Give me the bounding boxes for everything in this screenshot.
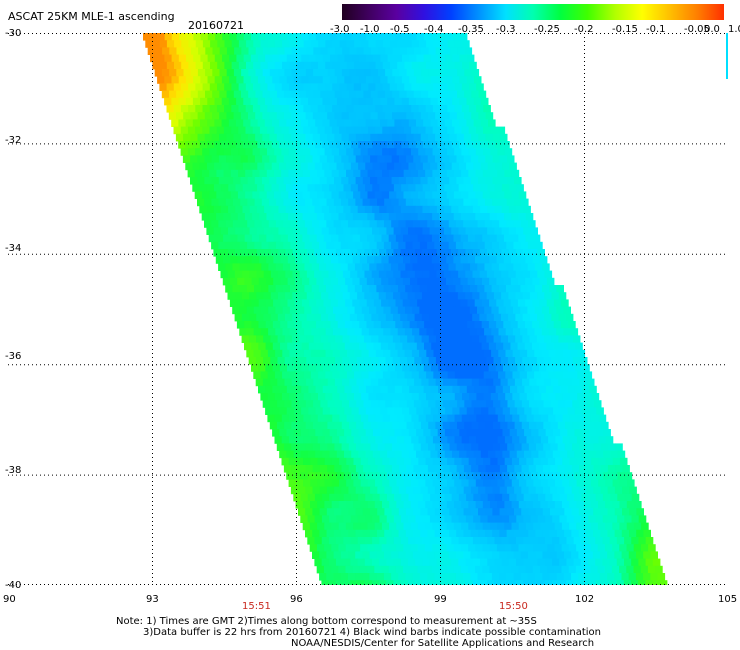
color-scale-tick: -0.2 — [574, 24, 594, 35]
lon-label-93: 93 — [146, 594, 159, 605]
lat-label-30: -30 — [5, 28, 22, 39]
product-date: 20160721 — [188, 19, 244, 32]
color-scale-svg — [342, 4, 724, 20]
lat-label-40: -40 — [5, 580, 22, 591]
color-scale-tick: -0.25 — [534, 24, 560, 35]
swath-cells — [143, 33, 668, 585]
lat-label-38: -38 — [5, 465, 22, 476]
edge-marker — [726, 33, 728, 79]
wind-map — [8, 33, 728, 585]
color-scale-tick: -0.5 — [390, 24, 410, 35]
color-scale-tick: -1.0 — [360, 24, 380, 35]
note-line-3: NOAA/NESDIS/Center for Satellite Applica… — [291, 638, 595, 649]
color-scale-labels: -3.0 -1.0 -0.5 -0.4 -0.35 -0.3 -0.25 -0.2 -0.15-… — [330, 24, 740, 36]
lat-label-32: -32 — [5, 135, 22, 146]
pass-time-1: 15:51 — [242, 601, 271, 612]
lat-label-34: -34 — [5, 243, 22, 254]
color-scale-tick: 1.0 — [728, 24, 740, 35]
color-scale-tick: -3.0 — [330, 24, 350, 35]
lon-label-96: 96 — [290, 594, 303, 605]
lon-label-102: 102 — [575, 594, 595, 605]
color-scale-bar — [342, 4, 724, 20]
lat-label-36: -36 — [5, 351, 22, 362]
note-line-1: Note: 1) Times are GMT 2)Times along bot… — [116, 616, 537, 627]
color-scale-gradient — [342, 4, 724, 20]
note-line-2: 3)Data buffer is 22 hrs from 20160721 4)… — [143, 627, 601, 638]
wind-map-svg — [8, 33, 728, 585]
lon-label-105: 105 — [718, 594, 738, 605]
product-title: ASCAT 25KM MLE-1 ascending — [8, 10, 175, 23]
lon-label-99: 99 — [434, 594, 447, 605]
lon-label-90: 90 — [3, 594, 16, 605]
color-scale-tick: -0.1 — [646, 24, 666, 35]
color-scale-tick: -0.3 — [496, 24, 516, 35]
graticule — [8, 33, 728, 585]
pass-time-2: 15:50 — [499, 601, 528, 612]
color-scale-tick: -0.35 — [458, 24, 484, 35]
color-scale-tick: 0.0 — [704, 24, 720, 35]
color-scale-tick: -0.4 — [424, 24, 444, 35]
color-scale-tick: -0.15 — [612, 24, 638, 35]
color-scale-tick: -0.05 — [684, 24, 710, 35]
